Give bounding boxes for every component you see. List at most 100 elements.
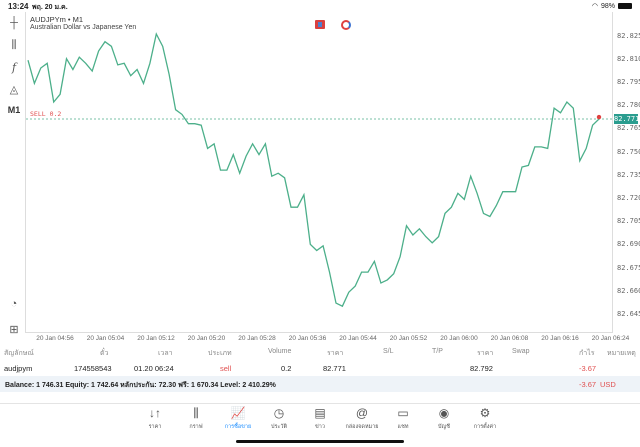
x-tick-label: 20 Jan 05:12 <box>137 335 175 342</box>
x-tick-label: 20 Jan 06:08 <box>490 335 529 342</box>
nav-label: ข่าว <box>315 424 325 430</box>
nav-icon: ↓↑ <box>149 406 161 420</box>
crosshair-icon[interactable]: ┼ <box>10 17 18 29</box>
x-tick-label: 20 Jan 05:28 <box>238 335 276 342</box>
col-open-price: ราคา <box>327 350 344 357</box>
y-tick-label: 82.720 <box>617 193 640 202</box>
y-tick-label: 82.675 <box>617 263 640 272</box>
chart-symbol-description: Australian Dollar vs Japanese Yen <box>30 24 137 31</box>
status-date: พฤ. 20 ม.ค. <box>32 4 68 11</box>
status-bar: 13:24 พฤ. 20 ม.ค. ◠ 98% <box>0 0 640 12</box>
bottom-nav <box>0 403 640 447</box>
nav-icon: ▭ <box>397 406 409 420</box>
nav-label: การตั้งค่า <box>473 424 497 430</box>
row-current-price: 82.792 <box>470 364 493 373</box>
y-tick-label: 82.825 <box>617 31 640 40</box>
col-price: ราคา <box>477 350 494 357</box>
nav-item[interactable]: 📈 การซื้อขาย <box>216 406 260 431</box>
nav-icon: ⫼ <box>193 406 199 420</box>
x-tick-label: 20 Jan 05:36 <box>288 335 327 342</box>
last-price-marker <box>596 114 602 120</box>
clock-icon[interactable] <box>341 20 351 30</box>
row-ticket: 174558543 <box>74 364 112 373</box>
total-profit: -3.67 <box>579 380 597 389</box>
speed-icon[interactable]: ◔ <box>10 298 18 310</box>
y-tick-label: 82.705 <box>617 217 640 226</box>
row-type: sell <box>220 364 232 373</box>
x-tick-label: 20 Jan 05:44 <box>339 335 377 342</box>
row-profit: -3.67 <box>579 364 597 373</box>
col-time: เวลา <box>158 350 173 357</box>
one-click-trading-icon[interactable] <box>315 20 325 29</box>
y-tick-label: 82.810 <box>617 54 640 63</box>
col-profit: กำไร <box>579 350 595 357</box>
col-symbol: สัญลักษณ์ <box>4 350 34 357</box>
col-type: ประเภท <box>208 350 232 357</box>
x-tick-label: 20 Jan 05:04 <box>86 335 125 342</box>
nav-icon: 📈 <box>230 406 246 420</box>
nav-item[interactable]: ▭ แชท <box>381 406 425 431</box>
x-tick-label: 20 Jan 06:16 <box>541 335 579 342</box>
x-tick-label: 20 Jan 06:24 <box>591 335 630 342</box>
nav-label: กราฟ <box>189 424 203 430</box>
current-price-tag: 82.771 <box>614 114 640 125</box>
timeframe-button[interactable]: M1 <box>7 105 21 115</box>
x-tick-label: 20 Jan 05:52 <box>389 335 428 342</box>
nav-item[interactable]: ⚙ การตั้งค่า <box>463 406 507 431</box>
col-tp: T/P <box>432 348 443 355</box>
status-right: ◠ 98% <box>592 2 632 10</box>
nav-label: บัญชี <box>438 424 450 430</box>
nav-icon: ◷ <box>273 406 285 420</box>
nav-label: ราคา <box>148 424 162 430</box>
sell-order-label[interactable]: SELL 0.2 <box>30 110 62 119</box>
nav-item[interactable]: ▤ ข่าว <box>298 406 342 431</box>
nav-item[interactable]: ⫼ กราฟ <box>174 406 218 431</box>
nav-icon: ▤ <box>314 406 326 420</box>
chart-area[interactable] <box>25 12 613 333</box>
nav-icon: @ <box>355 406 369 420</box>
add-window-icon[interactable]: ⊞ <box>9 323 19 336</box>
currency: USD <box>600 380 616 389</box>
col-volume: Volume <box>268 348 292 355</box>
chart-symbol: AUDJPYm • M1 <box>30 15 84 24</box>
wifi-icon: ◠ <box>591 3 598 10</box>
battery-percent: 98% <box>600 2 615 10</box>
y-tick-label: 82.735 <box>617 170 640 179</box>
col-sl: S/L <box>383 348 394 355</box>
nav-item[interactable]: ◷ ประวัติ <box>257 406 301 431</box>
y-tick-label: 82.750 <box>617 147 640 156</box>
battery-icon <box>618 3 632 9</box>
nav-label: กล่องจดหมาย <box>345 424 379 430</box>
y-tick-label: 82.645 <box>617 309 640 318</box>
y-tick-label: 82.660 <box>617 286 640 295</box>
nav-label: ประวัติ <box>270 424 288 430</box>
balance-summary: Balance: 1 746.31 Equity: 1 742.64 หลักป… <box>5 382 276 389</box>
nav-item[interactable]: ◉ บัญชี <box>422 406 466 431</box>
row-symbol: audjpym <box>4 364 33 373</box>
y-tick-label: 82.690 <box>617 240 640 249</box>
y-tick-label: 82.795 <box>617 77 640 86</box>
indicator-icon[interactable]: f <box>11 60 17 74</box>
y-tick-label: 82.765 <box>617 124 640 133</box>
x-tick-label: 20 Jan 04:56 <box>36 335 74 342</box>
candlestick-icon[interactable]: ⫼ <box>11 38 17 51</box>
price-line <box>27 32 600 308</box>
y-tick-label: 82.780 <box>617 101 640 110</box>
balance-row <box>0 376 640 392</box>
col-comment: หมายเหตุ <box>607 350 636 357</box>
row-volume: 0.2 <box>281 364 292 373</box>
col-ticket: ตั๋ว <box>100 350 109 357</box>
nav-label: การซื้อขาย <box>224 424 252 430</box>
home-indicator <box>236 440 404 443</box>
objects-icon[interactable]: ◬ <box>9 83 19 96</box>
col-swap: Swap <box>512 348 530 355</box>
nav-item[interactable]: @ กล่องจดหมาย <box>340 406 384 431</box>
x-tick-label: 20 Jan 06:00 <box>440 335 478 342</box>
nav-icon: ◉ <box>438 406 450 420</box>
nav-item[interactable]: ↓↑ ราคา <box>133 406 177 431</box>
row-open-price: 82.771 <box>323 364 346 373</box>
nav-label: แชท <box>397 424 409 430</box>
status-time: 13:24 <box>8 2 29 11</box>
row-time: 01.20 06:24 <box>134 364 174 373</box>
